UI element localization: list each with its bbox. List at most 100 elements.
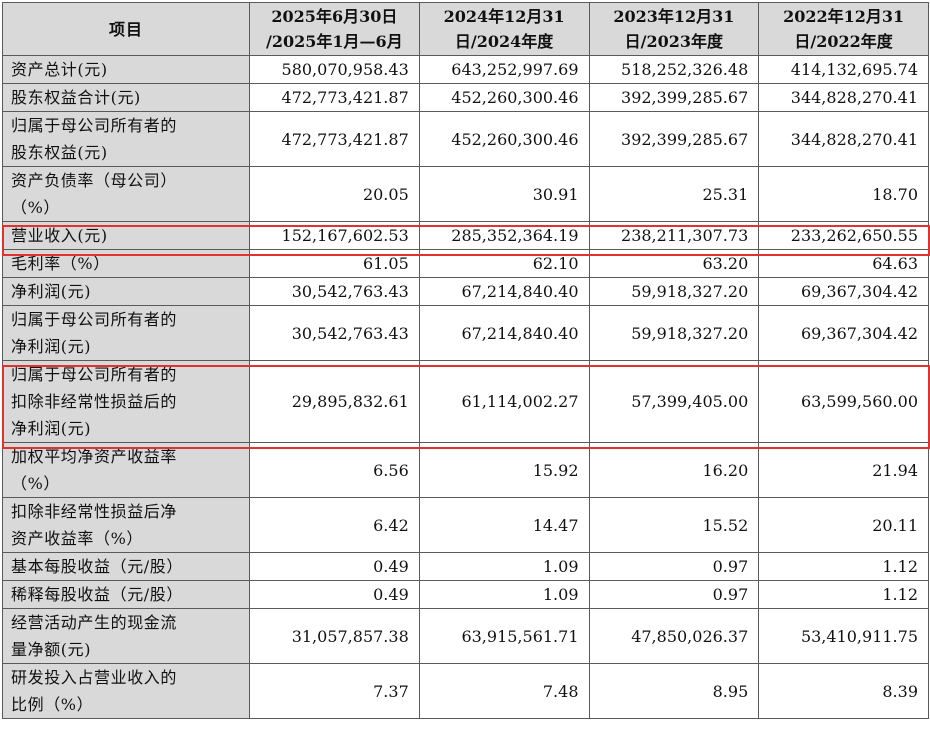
row-label-line: 归属于母公司所有者的: [11, 365, 178, 384]
value-cell: 63.20: [588, 249, 760, 278]
row-label: 扣除非经常性损益后净 资产收益率（%）: [2, 497, 250, 553]
value-cell: 452,260,300.46: [418, 111, 590, 167]
value-cell: 47,850,026.37: [588, 608, 760, 664]
value-cell: 29,895,832.61: [249, 360, 420, 443]
row-label-line: 归属于母公司所有者的: [11, 310, 178, 329]
value-cell: 1.09: [418, 552, 590, 581]
row-label-line: 净利润(元): [11, 337, 92, 356]
value-cell: 7.48: [418, 663, 590, 719]
value-cell: 233,262,650.55: [758, 221, 929, 250]
value-cell: 30.91: [418, 166, 590, 222]
value-cell: 57,399,405.00: [588, 360, 760, 443]
row-label-line: （%）: [11, 474, 61, 493]
row-label-line: 归属于母公司所有者的: [11, 116, 178, 135]
value-cell: 61,114,002.27: [418, 360, 590, 443]
row-label-line: 毛利率（%）: [11, 254, 110, 273]
value-cell: 62.10: [418, 249, 590, 278]
row-label-line: 扣除非经常性损益后的: [11, 392, 178, 411]
row-label: 归属于母公司所有者的 净利润(元): [2, 305, 250, 361]
row-label-line: 比例（%）: [11, 695, 94, 714]
row-total-assets: 资产总计(元) 580,070,958.43 643,252,997.69 518,2…: [2, 55, 929, 84]
value-cell: 18.70: [758, 166, 929, 222]
value-cell: 69,367,304.42: [758, 305, 929, 361]
value-cell: 0.49: [249, 552, 420, 581]
value-cell: 67,214,840.40: [418, 277, 590, 306]
value-cell: 14.47: [418, 497, 590, 553]
row-parent-net-profit: 归属于母公司所有者的 净利润(元) 30,542,763.43 67,214,840.…: [2, 305, 929, 361]
row-label-line: 经营活动产生的现金流: [11, 613, 178, 632]
value-cell: 20.11: [758, 497, 929, 553]
value-cell: 1.09: [418, 580, 590, 609]
value-cell: 643,252,997.69: [418, 55, 590, 84]
row-label: 归属于母公司所有者的 扣除非经常性损益后的 净利润(元): [2, 360, 250, 443]
row-label-line: 研发投入占营业收入的: [11, 668, 178, 687]
row-label-line: 净利润(元): [11, 419, 92, 438]
row-label: 资产负债率（母公司） （%）: [2, 166, 250, 222]
value-cell: 7.37: [249, 663, 420, 719]
value-cell: 518,252,326.48: [588, 55, 760, 84]
value-cell: 392,399,285.67: [588, 111, 760, 167]
row-total-equity: 股东权益合计(元) 472,773,421.87 452,260,300.46 392…: [2, 83, 929, 112]
value-cell: 414,132,695.74: [758, 55, 929, 84]
value-cell: 6.56: [249, 442, 420, 498]
value-cell: 8.39: [758, 663, 929, 719]
value-cell: 30,542,763.43: [249, 305, 420, 361]
value-cell: 344,828,270.41: [758, 111, 929, 167]
value-cell: 0.97: [588, 580, 760, 609]
row-basic-eps: 基本每股收益（元/股） 0.49 1.09 0.97 1.12: [2, 552, 929, 581]
row-label-line: 股东权益合计(元): [11, 88, 141, 107]
header-period-2025h1: 2025年6月30日/2025年1月—6月: [249, 2, 420, 56]
table-header: 项目 2025年6月30日/2025年1月—6月 2024年12月31 日/202…: [2, 2, 929, 56]
value-cell: 21.94: [758, 442, 929, 498]
header-row: 项目 2025年6月30日/2025年1月—6月 2024年12月31 日/202…: [2, 2, 929, 56]
row-label: 资产总计(元): [2, 55, 250, 84]
row-weighted-roe: 加权平均净资产收益率 （%） 6.56 15.92 16.20 21.94: [2, 442, 929, 498]
value-cell: 69,367,304.42: [758, 277, 929, 306]
row-label-line: 资产总计(元): [11, 60, 108, 79]
value-cell: 63,915,561.71: [418, 608, 590, 664]
value-cell: 580,070,958.43: [249, 55, 420, 84]
row-label: 毛利率（%）: [2, 249, 250, 278]
value-cell: 30,542,763.43: [249, 277, 420, 306]
row-label-line: 营业收入(元): [11, 226, 108, 245]
row-debt-ratio: 资产负债率（母公司） （%） 20.05 30.91 25.31 18.70: [2, 166, 929, 222]
row-diluted-eps: 稀释每股收益（元/股） 0.49 1.09 0.97 1.12: [2, 580, 929, 609]
row-label: 经营活动产生的现金流 量净额(元): [2, 608, 250, 664]
row-label: 稀释每股收益（元/股）: [2, 580, 250, 609]
row-deducted-roe: 扣除非经常性损益后净 资产收益率（%） 6.42 14.47 15.52 20.11: [2, 497, 929, 553]
header-period-2022: 2022年12月31 日/2022年度: [758, 2, 929, 56]
header-item: 项目: [2, 2, 250, 56]
value-cell: 392,399,285.67: [588, 83, 760, 112]
row-label: 归属于母公司所有者的 股东权益(元): [2, 111, 250, 167]
value-cell: 61.05: [249, 249, 420, 278]
row-operating-cash-flow: 经营活动产生的现金流 量净额(元) 31,057,857.38 63,915,561.…: [2, 608, 929, 664]
value-cell: 1.12: [758, 552, 929, 581]
row-deducted-net-profit: 归属于母公司所有者的 扣除非经常性损益后的 净利润(元) 29,895,832.61 6…: [2, 360, 929, 443]
value-cell: 472,773,421.87: [249, 83, 420, 112]
value-cell: 472,773,421.87: [249, 111, 420, 167]
value-cell: 31,057,857.38: [249, 608, 420, 664]
row-label-line: 扣除非经常性损益后净: [11, 502, 178, 521]
row-label-line: 加权平均净资产收益率: [11, 447, 178, 466]
value-cell: 152,167,602.53: [249, 221, 420, 250]
row-label: 研发投入占营业收入的 比例（%）: [2, 663, 250, 719]
row-label: 基本每股收益（元/股）: [2, 552, 250, 581]
row-gross-margin: 毛利率（%） 61.05 62.10 63.20 64.63: [2, 249, 929, 278]
value-cell: 20.05: [249, 166, 420, 222]
value-cell: 63,599,560.00: [758, 360, 929, 443]
value-cell: 344,828,270.41: [758, 83, 929, 112]
row-label-line: 基本每股收益（元/股）: [11, 557, 183, 576]
value-cell: 6.42: [249, 497, 420, 553]
row-parent-equity: 归属于母公司所有者的 股东权益(元) 472,773,421.87 452,260,3…: [2, 111, 929, 167]
value-cell: 452,260,300.46: [418, 83, 590, 112]
row-label-line: 资产收益率（%）: [11, 529, 144, 548]
value-cell: 59,918,327.20: [588, 305, 760, 361]
value-cell: 238,211,307.73: [588, 221, 760, 250]
row-label-line: 股东权益(元): [11, 143, 108, 162]
value-cell: 0.49: [249, 580, 420, 609]
table-body: 资产总计(元) 580,070,958.43 643,252,997.69 518,2…: [2, 55, 929, 719]
row-label-line: 资产负债率（母公司）: [11, 171, 178, 190]
row-label-line: 稀释每股收益（元/股）: [11, 585, 183, 604]
